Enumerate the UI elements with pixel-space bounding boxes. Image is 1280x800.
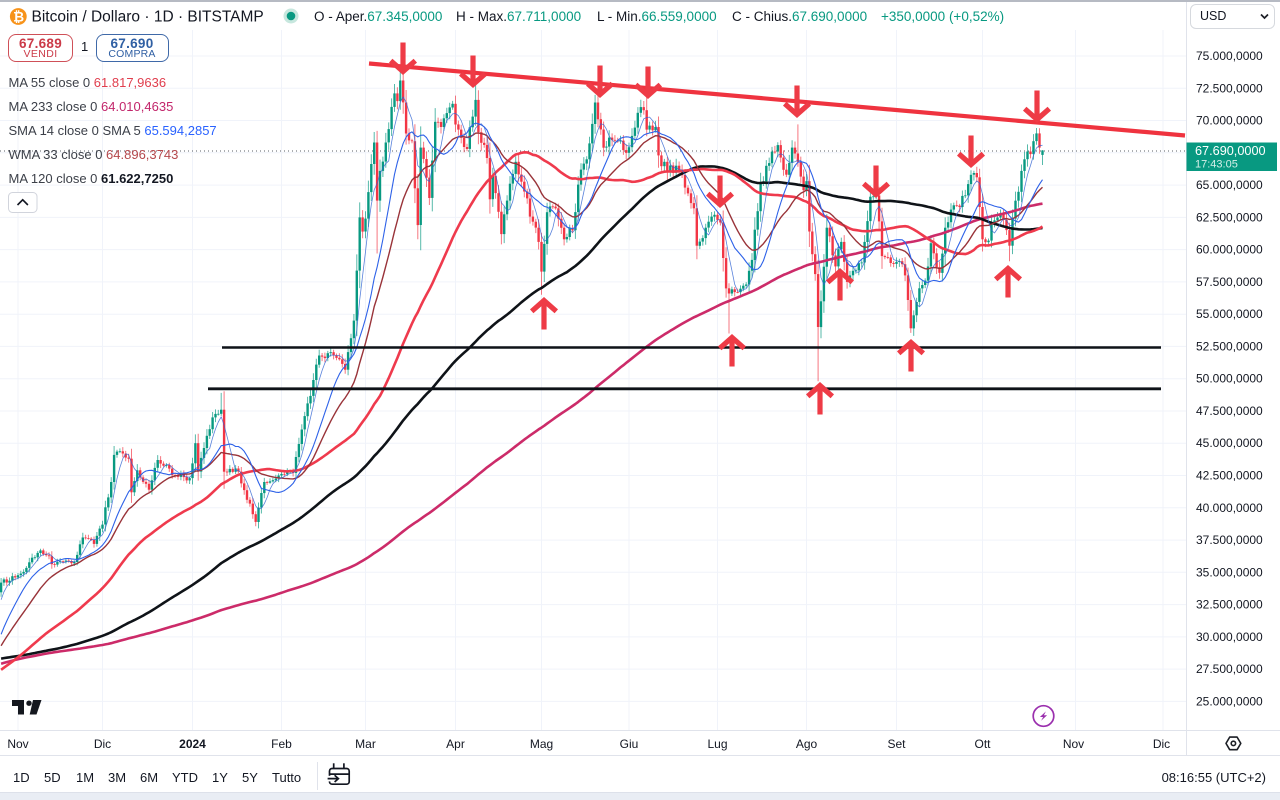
svg-text:25.000,0000: 25.000,0000 (1196, 694, 1263, 708)
svg-text:65.000,0000: 65.000,0000 (1196, 178, 1263, 192)
svg-text:2024: 2024 (179, 737, 206, 751)
svg-text:SMA 14 close 0 SMA 5 65.594,28: SMA 14 close 0 SMA 5 65.594,2857 (9, 123, 217, 138)
svg-text:67.690,0000: 67.690,0000 (1195, 144, 1266, 158)
svg-text:47.500,0000: 47.500,0000 (1196, 404, 1263, 418)
svg-text:Ago: Ago (796, 737, 818, 751)
svg-text:27.500,0000: 27.500,0000 (1196, 662, 1263, 676)
svg-text:60.000,0000: 60.000,0000 (1196, 243, 1263, 257)
svg-text:H - Max.67.711,0000: H - Max.67.711,0000 (456, 9, 581, 24)
svg-text:₿: ₿ (13, 9, 24, 24)
svg-text:45.000,0000: 45.000,0000 (1196, 436, 1263, 450)
svg-text:Nov: Nov (1063, 737, 1084, 751)
svg-text:37.500,0000: 37.500,0000 (1196, 533, 1263, 547)
svg-text:+350,0000 (+0,52%): +350,0000 (+0,52%) (881, 9, 1004, 24)
svg-text:Giu: Giu (620, 737, 639, 751)
svg-text:Apr: Apr (446, 737, 465, 751)
svg-text:Nov: Nov (7, 737, 28, 751)
svg-text:55.000,0000: 55.000,0000 (1196, 307, 1263, 321)
svg-text:Dic: Dic (94, 737, 111, 751)
svg-text:35.000,0000: 35.000,0000 (1196, 565, 1263, 579)
svg-text:MA 120 close 0 61.622,7250: MA 120 close 0 61.622,7250 (9, 171, 174, 186)
svg-text:40.000,0000: 40.000,0000 (1196, 501, 1263, 515)
svg-text:Ott: Ott (974, 737, 991, 751)
svg-text:Lug: Lug (707, 737, 727, 751)
svg-text:17:43:05: 17:43:05 (1195, 159, 1238, 171)
svg-text:Mar: Mar (355, 737, 376, 751)
svg-text:52.500,0000: 52.500,0000 (1196, 339, 1263, 353)
svg-text:Dic: Dic (1153, 737, 1170, 751)
svg-text:C - Chius.67.690,0000: C - Chius.67.690,0000 (732, 9, 867, 24)
svg-text:32.500,0000: 32.500,0000 (1196, 598, 1263, 612)
svg-text:42.500,0000: 42.500,0000 (1196, 469, 1263, 483)
svg-text:O - Aper.67.345,0000: O - Aper.67.345,0000 (314, 9, 442, 24)
svg-text:Bitcoin / Dollaro · 1D · BITST: Bitcoin / Dollaro · 1D · BITSTAMP (32, 9, 264, 26)
svg-text:Set: Set (887, 737, 906, 751)
svg-text:Feb: Feb (271, 737, 292, 751)
svg-text:62.500,0000: 62.500,0000 (1196, 210, 1263, 224)
svg-text:Mag: Mag (530, 737, 553, 751)
svg-text:MA 55 close 0 61.817,9636: MA 55 close 0 61.817,9636 (9, 75, 167, 90)
svg-text:70.000,0000: 70.000,0000 (1196, 114, 1263, 128)
svg-text:75.000,0000: 75.000,0000 (1196, 49, 1263, 63)
svg-text:72.500,0000: 72.500,0000 (1196, 81, 1263, 95)
svg-text:L - Min.66.559,0000: L - Min.66.559,0000 (597, 9, 717, 24)
svg-text:MA 233 close 0 64.010,4635: MA 233 close 0 64.010,4635 (9, 99, 174, 114)
svg-text:30.000,0000: 30.000,0000 (1196, 630, 1263, 644)
svg-text:50.000,0000: 50.000,0000 (1196, 372, 1263, 386)
svg-text:WMA 33 close 0 64.896,3743: WMA 33 close 0 64.896,3743 (9, 147, 179, 162)
svg-text:57.500,0000: 57.500,0000 (1196, 275, 1263, 289)
